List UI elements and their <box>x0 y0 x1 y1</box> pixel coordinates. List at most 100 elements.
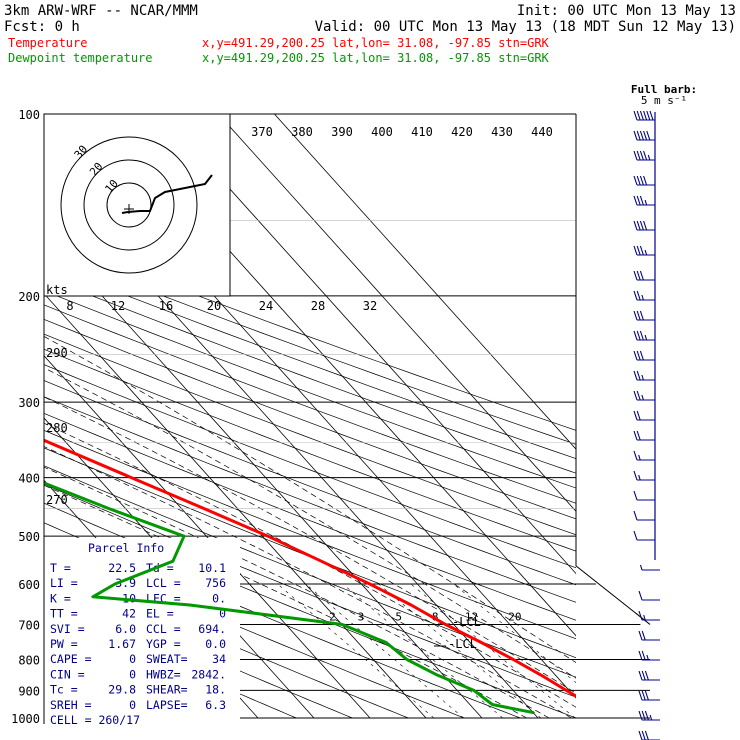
parcel-field-value: 0 <box>129 667 136 681</box>
dry-adiabat <box>44 429 576 640</box>
wind-barb <box>633 110 655 121</box>
parcel-field-value: 0 <box>129 652 136 666</box>
hodograph-ring-label: 10 <box>102 177 120 196</box>
speed-tick-label: 8 <box>66 299 73 313</box>
pressure-label: 500 <box>18 530 40 544</box>
dewpoint-profile <box>44 481 535 715</box>
theta-side-label: 280 <box>46 421 68 435</box>
wind-barb <box>633 370 655 381</box>
parcel-field-value: 6.3 <box>205 698 226 712</box>
lcl-label: -LCL <box>448 637 477 651</box>
moist-adiabat <box>44 422 576 708</box>
parcel-field-value: 0.0 <box>205 637 226 651</box>
hodograph-speed-unit: kts <box>46 283 68 297</box>
wind-barbs <box>633 110 660 740</box>
mixing-ratio-line <box>378 583 542 719</box>
profile-lines <box>44 438 576 715</box>
speed-tick-label: 16 <box>159 299 173 313</box>
legend-temperature-info: x,y=491.29,200.25 lat,lon= 31.08, -97.85… <box>202 36 550 50</box>
parcel-field-label: LI = <box>50 576 78 590</box>
theta-label: 380 <box>291 125 313 139</box>
theta-label: 430 <box>491 125 513 139</box>
wind-barb <box>633 270 655 281</box>
parcel-field-label: TT = <box>50 607 78 621</box>
axis-labels: 2 3 5 8 12 2010020030040050060070080090010003… <box>11 108 553 726</box>
parcel-field-label: SHEAR= <box>146 683 188 697</box>
wind-barb <box>633 150 655 161</box>
wind-barb <box>633 220 655 231</box>
parcel-field-label: LAPSE= <box>146 698 188 712</box>
parcel-field-label: LCL = <box>146 576 181 590</box>
parcel-field-label: EL = <box>146 607 174 621</box>
speed-tick-label: 28 <box>311 299 325 313</box>
parcel-field-value: 34 <box>212 652 226 666</box>
wind-barb <box>633 310 655 321</box>
parcel-field-label: Tc = <box>50 683 78 697</box>
wind-barb <box>633 195 655 206</box>
parcel-field-label: CIN = <box>50 667 85 681</box>
pressure-label: 1000 <box>11 712 40 726</box>
hodograph-frame <box>43 113 231 297</box>
wind-barb <box>638 690 660 701</box>
parcel-field-value: 3.9 <box>115 576 136 590</box>
theta-side-label: 270 <box>46 493 68 507</box>
parcel-field-label: SREH = <box>50 698 92 712</box>
wind-barb <box>638 730 660 740</box>
pressure-label: 400 <box>18 472 40 486</box>
speed-tick-label: 20 <box>207 299 221 313</box>
wind-barb <box>633 130 655 141</box>
dry-adiabat <box>44 412 576 621</box>
wind-barb <box>633 510 655 521</box>
temperature-profile <box>44 438 576 698</box>
parcel-field-value: 29.8 <box>108 683 136 697</box>
hodograph-ring <box>83 159 175 251</box>
theta-label: 390 <box>331 125 353 139</box>
dry-adiabat <box>44 396 576 603</box>
theta-label: 370 <box>251 125 273 139</box>
parcel-field-label: CAPE = <box>50 652 92 666</box>
isotherm-line <box>44 230 483 719</box>
parcel-field-value: 694. <box>198 622 226 636</box>
wind-barb <box>633 175 655 186</box>
parcel-field-value: 42 <box>122 607 136 621</box>
pressure-label: 300 <box>18 396 40 410</box>
mixing-ratio-line <box>342 583 503 719</box>
wind-barb <box>633 390 655 401</box>
forecast-hour: Fcst: 0 h <box>4 19 80 35</box>
parcel-field-value: 22.5 <box>108 561 136 575</box>
parcel-field-value: 0 <box>129 698 136 712</box>
wind-barb <box>633 530 655 541</box>
parcel-field-label: HWBZ= <box>146 667 181 681</box>
legend-dewpoint-info: x,y=491.29,200.25 lat,lon= 31.08, -97.85… <box>202 51 550 65</box>
mixing-ratio-label: 20 <box>508 610 521 623</box>
wind-barb <box>633 290 655 301</box>
parcel-field-label: PW = <box>50 637 78 651</box>
mixing-ratio-label: 2 <box>329 610 336 623</box>
parcel-field-value: 18. <box>205 683 226 697</box>
parcel-field-value: 0 <box>219 607 226 621</box>
speed-tick-label: 32 <box>363 299 377 313</box>
wind-barb <box>633 470 655 481</box>
wind-barb <box>638 590 660 601</box>
hodograph-ring <box>106 182 152 228</box>
moist-adiabat <box>44 484 527 719</box>
wind-barb <box>638 670 660 681</box>
theta-side-label: 290 <box>46 346 68 360</box>
isotherm-line <box>162 114 576 575</box>
parcel-field-value: 6.0 <box>115 622 136 636</box>
wind-barb <box>633 490 655 501</box>
mixing-ratio-label: 12 <box>465 610 478 623</box>
pressure-label: 700 <box>18 618 40 632</box>
parcel-field-label: YGP = <box>146 637 181 651</box>
parcel-info-title: Parcel Info <box>88 541 164 555</box>
wind-barb <box>633 450 655 461</box>
dry-adiabat <box>44 584 353 719</box>
valid-time: Valid: 00 UTC Mon 13 May 13 (18 MDT Sun … <box>315 19 736 35</box>
parcel-field-value: 10.1 <box>198 561 226 575</box>
theta-label: 440 <box>531 125 553 139</box>
parcel-field-value: 2842. <box>191 667 226 681</box>
pressure-label: 900 <box>18 684 40 698</box>
parcel-field-label: CCL = <box>146 622 181 636</box>
parcel-field-label: SWEAT= <box>146 652 188 666</box>
